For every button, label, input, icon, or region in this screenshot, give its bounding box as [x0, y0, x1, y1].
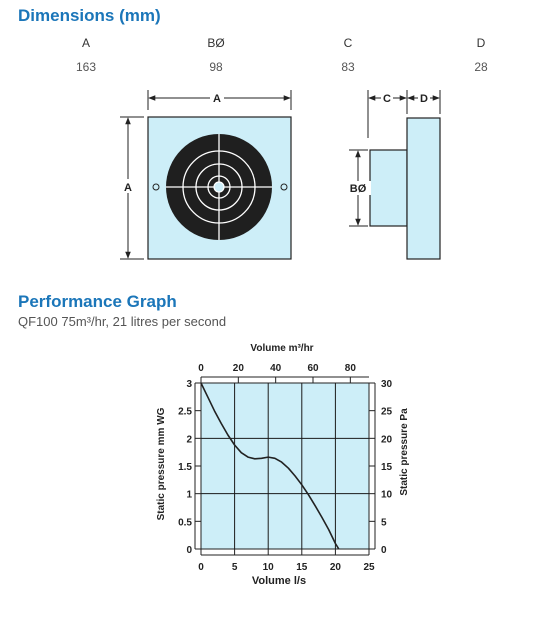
dim-header-b: BØ [207, 36, 225, 50]
dim-value-b: 98 [209, 60, 223, 74]
y-tick-label: 1 [186, 490, 192, 501]
y2-tick-label: 25 [381, 407, 393, 418]
dim-label-d: D [420, 93, 428, 105]
dimensions-title: Dimensions (mm) [18, 6, 161, 25]
x2-tick-label: 60 [307, 363, 319, 374]
y-tick-label: 2 [186, 434, 192, 445]
dim-label-c: C [383, 93, 391, 105]
y2-tick-label: 20 [381, 434, 393, 445]
chart-y-label: Static pressure mm WG [156, 407, 167, 520]
x2-tick-label: 20 [233, 363, 245, 374]
x2-tick-label: 80 [345, 363, 357, 374]
y2-tick-label: 30 [381, 379, 393, 390]
y2-tick-label: 5 [381, 517, 387, 528]
dim-label-a-top: A [213, 93, 221, 105]
side-spigot [369, 149, 408, 227]
y2-tick-label: 15 [381, 462, 393, 473]
dim-value-a: 163 [75, 60, 97, 74]
x-tick-label: 0 [198, 562, 204, 573]
chart-x2-label: Volume m³/hr [250, 343, 313, 354]
performance-curve [200, 382, 340, 550]
chart-x-label: Volume l/s [252, 575, 306, 587]
front-view: A A [120, 90, 292, 260]
side-view: C D BØ [345, 90, 441, 260]
y2-tick-label: 10 [381, 490, 393, 501]
x-tick-label: 5 [232, 562, 238, 573]
y-tick-label: 2.5 [178, 407, 192, 418]
dim-header-a: A [81, 36, 90, 50]
dim-value-d: 28 [474, 60, 488, 74]
dim-value-c: 83 [341, 60, 355, 74]
performance-title: Performance Graph [18, 292, 177, 311]
dim-label-b: BØ [350, 183, 367, 195]
x-tick-label: 20 [330, 562, 342, 573]
screw-hole-left [152, 183, 160, 191]
dim-label-a-side: A [124, 182, 132, 194]
x-tick-label: 10 [263, 562, 275, 573]
y-tick-label: 0 [186, 545, 192, 556]
grille-center [213, 181, 225, 193]
screw-hole-right [280, 183, 288, 191]
dim-header-c: C [343, 36, 353, 50]
chart-y2-label: Static pressure Pa [399, 408, 410, 496]
dimension-drawing: A A C D BØ [120, 90, 441, 260]
y-tick-label: 1.5 [178, 462, 192, 473]
y2-tick-label: 0 [381, 545, 387, 556]
y-tick-label: 0.5 [178, 517, 192, 528]
x-tick-label: 15 [296, 562, 308, 573]
side-plate [406, 117, 441, 260]
y-tick-label: 3 [186, 379, 192, 390]
x-tick-label: 25 [363, 562, 375, 573]
plot-area [200, 382, 370, 550]
x2-tick-label: 40 [270, 363, 282, 374]
x2-tick-label: 0 [198, 363, 204, 374]
performance-subtitle: QF100 75m³/hr, 21 litres per second [18, 314, 227, 329]
dim-header-d: D [476, 36, 486, 50]
